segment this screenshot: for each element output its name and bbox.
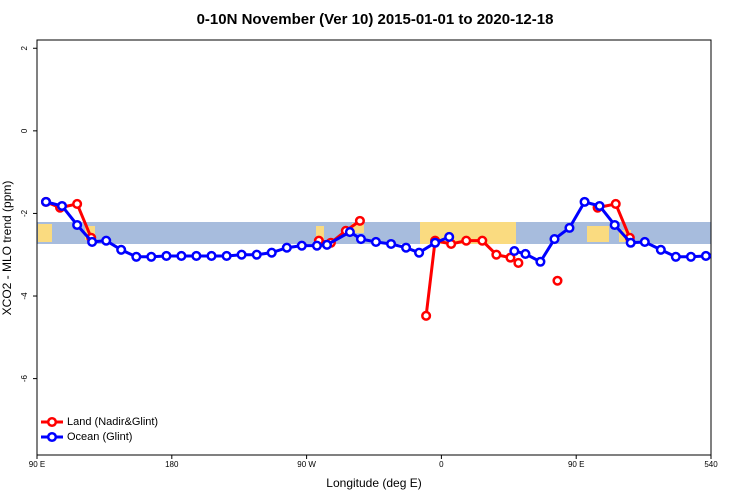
point [535, 256, 546, 267]
point [513, 257, 524, 269]
point [146, 251, 157, 262]
point [281, 242, 292, 253]
point [639, 236, 650, 247]
point [685, 251, 696, 262]
point [700, 250, 711, 262]
point [370, 236, 381, 247]
point [609, 219, 620, 231]
x-tick-label: 0 [439, 460, 444, 469]
point [610, 198, 621, 209]
legend-marker [46, 431, 58, 443]
legend-label: Land (Nadir&Glint) [67, 416, 158, 428]
x-tick-label: 90 E [568, 460, 584, 469]
chart-title: 0-10N November (Ver 10) 2015-01-01 to 20… [197, 11, 554, 28]
point [670, 251, 681, 262]
point [191, 250, 202, 262]
point [87, 236, 98, 247]
point [625, 237, 636, 248]
x-tick-label: 540 [704, 460, 718, 469]
point [594, 200, 605, 212]
legend-label: Ocean (Glint) [67, 431, 132, 443]
point [461, 235, 472, 246]
point [176, 250, 187, 262]
point [221, 250, 232, 262]
x-tick-label: 90 W [297, 460, 316, 469]
point [266, 247, 277, 258]
point [101, 235, 112, 246]
point [509, 245, 520, 257]
point [72, 219, 83, 231]
point [206, 250, 217, 262]
point [477, 235, 488, 246]
plot-frame [36, 39, 712, 456]
point [344, 226, 355, 238]
point [414, 247, 425, 258]
point [354, 215, 365, 226]
point [549, 233, 560, 245]
point [296, 240, 307, 251]
point [520, 248, 531, 259]
point [56, 200, 68, 212]
point [251, 249, 262, 260]
y-tick-label: -4 [20, 292, 29, 300]
point [161, 250, 172, 262]
x-tick-label: 90 E [29, 460, 45, 469]
y-tick-label: -2 [20, 209, 29, 217]
point [72, 198, 83, 209]
point [491, 249, 502, 260]
point [355, 233, 367, 245]
point [131, 251, 142, 262]
point [579, 196, 590, 207]
legend-marker [46, 416, 58, 428]
point [311, 240, 322, 251]
y-tick-label: -6 [20, 375, 29, 383]
point [401, 242, 412, 253]
y-axis-label: XCO2 - MLO trend (ppm) [0, 181, 14, 316]
point [444, 231, 455, 243]
point [40, 196, 52, 207]
x-axis-label: Longitude (deg E) [326, 476, 421, 490]
point [236, 249, 247, 260]
point [552, 275, 563, 286]
y-tick-label: 2 [20, 45, 29, 50]
x-tick-label: 180 [165, 460, 179, 469]
point [116, 244, 127, 255]
point [430, 237, 441, 248]
y-tick-label: 0 [20, 128, 29, 133]
point [321, 239, 333, 250]
point [421, 310, 432, 321]
point [386, 238, 397, 250]
point [564, 222, 575, 233]
point [655, 244, 666, 255]
